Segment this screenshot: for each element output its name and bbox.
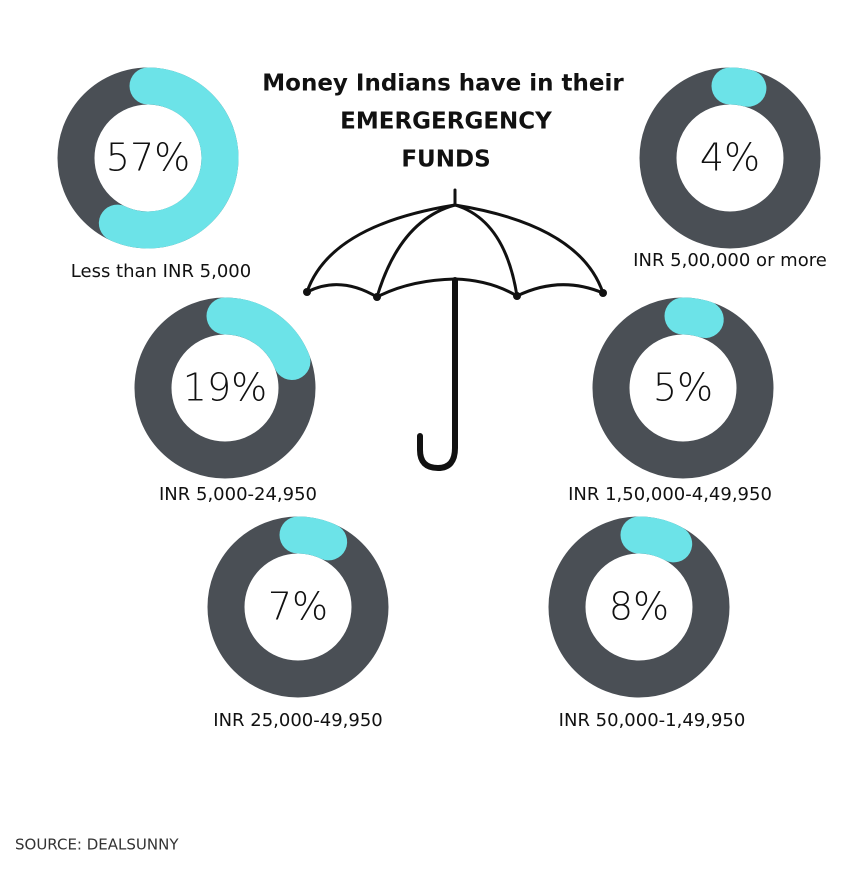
donut-arc bbox=[98, 67, 239, 249]
value-label: 7% bbox=[268, 585, 328, 629]
donut-arc bbox=[279, 516, 348, 561]
category-label: INR 5,000-24,950 bbox=[159, 484, 317, 505]
value-label: 5% bbox=[653, 366, 713, 410]
category-label: INR 50,000-1,49,950 bbox=[559, 710, 746, 731]
title-line: Money Indians have in their bbox=[262, 71, 624, 97]
donut-arc bbox=[664, 297, 724, 339]
donut-arc bbox=[711, 67, 767, 107]
title-line: EMERGERGENCY bbox=[340, 109, 552, 135]
source: SOURCE: DEALSUNNY bbox=[15, 836, 179, 854]
category-label: INR 25,000-49,950 bbox=[213, 710, 382, 731]
value-label: 8% bbox=[609, 585, 669, 629]
category-label: INR 1,50,000-4,49,950 bbox=[568, 484, 772, 505]
donut-arc bbox=[620, 516, 693, 563]
value-label: 4% bbox=[700, 136, 760, 180]
value-label: 57% bbox=[106, 136, 190, 180]
umbrella-icon bbox=[303, 188, 607, 471]
value-label: 19% bbox=[183, 366, 267, 410]
category-label: INR 5,00,000 or more bbox=[633, 250, 827, 271]
donut-arc bbox=[206, 297, 311, 380]
title-line: FUNDS bbox=[401, 147, 490, 173]
category-label: Less than INR 5,000 bbox=[71, 261, 251, 282]
